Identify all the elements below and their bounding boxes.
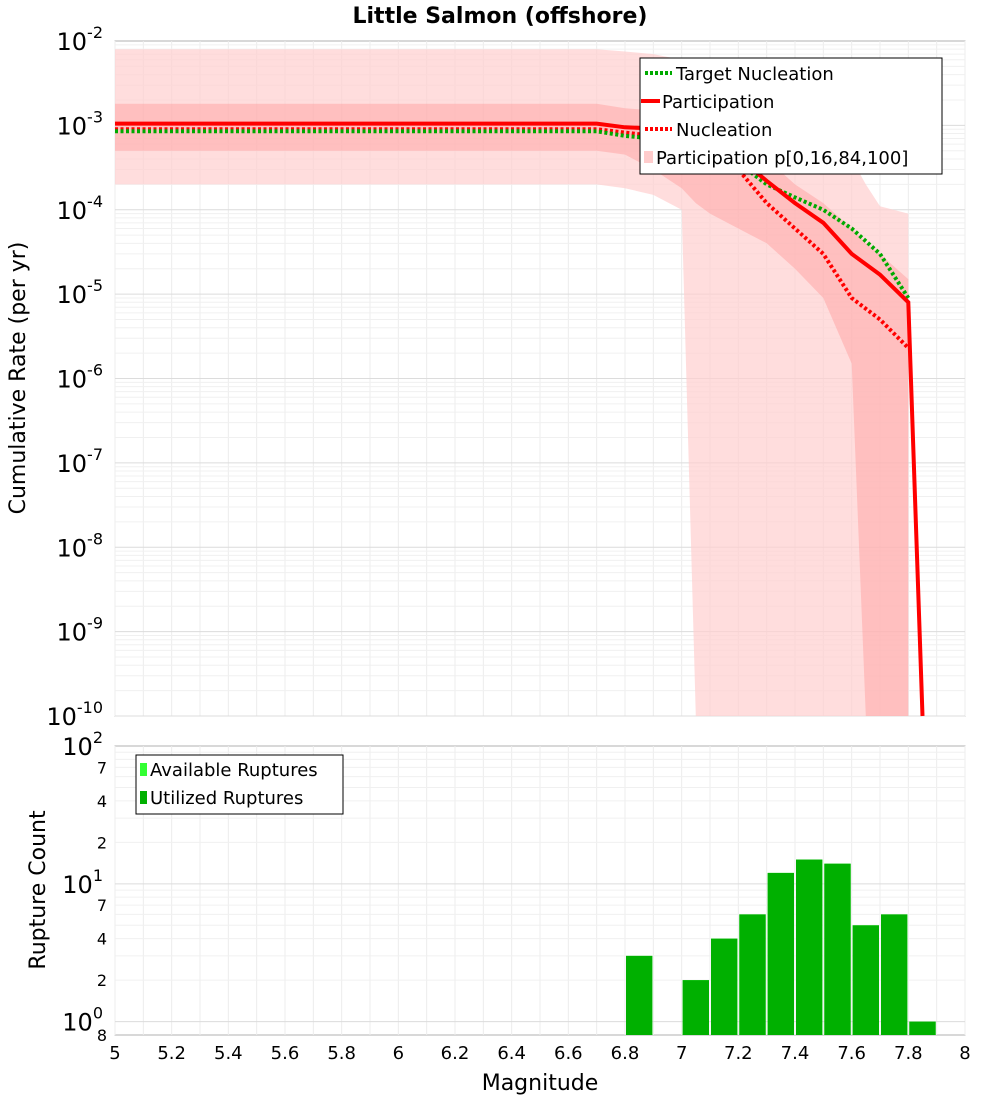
line-nucleation <box>115 127 910 350</box>
bar-utilized <box>626 955 653 1035</box>
x-tick-label: 7.2 <box>724 1043 753 1064</box>
count-y-tick-label: 4 <box>97 792 107 811</box>
legend-label-target-nucleation: Target Nucleation <box>675 64 834 85</box>
bar-utilized <box>767 872 794 1035</box>
participation-band <box>115 49 909 717</box>
x-tick-label: 5.8 <box>327 1043 356 1064</box>
bar-utilized <box>852 925 879 1035</box>
x-tick-label: 5.6 <box>271 1043 300 1064</box>
bar-utilized <box>682 980 709 1035</box>
count-y-tick-label: 8 <box>97 1026 107 1045</box>
count-y-axis-title: Rupture Count <box>26 810 51 970</box>
x-tick-label: 5.4 <box>214 1043 243 1064</box>
bar-utilized <box>909 1021 936 1035</box>
count-y-tick-label: 7 <box>97 896 107 915</box>
bar-utilized <box>881 914 908 1035</box>
bar-utilized <box>796 859 823 1035</box>
rate-y-axis-title: Cumulative Rate (per yr) <box>6 242 31 515</box>
count-y-tick-label: 7 <box>97 758 107 777</box>
rate-legend-box <box>639 57 943 175</box>
rate-y-tick-label: 10-7 <box>57 445 104 478</box>
x-tick-label: 7.6 <box>837 1043 866 1064</box>
x-tick-label: 6 <box>393 1043 404 1064</box>
count-y-tick-label: 4 <box>97 930 107 949</box>
legend-label-participation-band: Participation p[0,16,84,100] <box>656 148 908 169</box>
count-legend: Available Ruptures Utilized Ruptures <box>135 754 344 815</box>
x-tick-label: 6.4 <box>497 1043 526 1064</box>
rate-y-ticks: 10-10 10-9 10-8 10-7 10-6 10-5 10-4 10-3 10-2 <box>46 23 103 731</box>
count-y-tick-label: 2 <box>97 833 107 852</box>
legend-label-nucleation: Nucleation <box>676 120 772 141</box>
legend-label-participation: Participation <box>662 92 774 113</box>
legend-swatch-participation-band <box>644 151 653 163</box>
count-legend-box <box>135 754 344 815</box>
count-y-tick-label: 2 <box>97 971 107 990</box>
rate-panel: 10-10 10-9 10-8 10-7 10-6 10-5 10-4 10-3 10-2 Cu… <box>6 23 966 731</box>
x-tick-label: 6.8 <box>611 1043 640 1064</box>
count-grid <box>114 746 966 1035</box>
rate-y-tick-label: 10-8 <box>57 529 104 562</box>
count-bars <box>626 859 936 1035</box>
chart-title: Little Salmon (offshore) <box>353 4 648 29</box>
rate-y-tick-label: 10-6 <box>57 361 104 394</box>
rate-lines <box>115 121 925 717</box>
x-tick-label: 7 <box>676 1043 687 1064</box>
count-y-tick-label: 101 <box>62 866 103 899</box>
x-tick-label: 5.2 <box>157 1043 186 1064</box>
rate-y-tick-label: 10-5 <box>57 276 104 309</box>
x-tick-label: 6.2 <box>441 1043 470 1064</box>
rate-y-tick-label: 10-2 <box>57 23 104 56</box>
legend-swatch-available <box>140 763 147 776</box>
count-y-tick-label: 100 <box>62 1004 103 1037</box>
count-y-tick-label: 102 <box>62 728 103 761</box>
bar-utilized <box>824 863 851 1035</box>
legend-swatch-utilized <box>140 791 147 804</box>
bar-utilized <box>739 914 766 1035</box>
band-p0-p100 <box>115 49 909 716</box>
x-axis-title: Magnitude <box>482 1071 599 1096</box>
x-tick-label: 7.8 <box>894 1043 923 1064</box>
rate-y-tick-label: 10-10 <box>46 698 103 731</box>
x-tick-label: 5 <box>109 1043 120 1064</box>
x-tick-label: 7.4 <box>781 1043 810 1064</box>
rate-y-tick-label: 10-9 <box>57 614 104 647</box>
rate-y-tick-label: 10-4 <box>57 192 104 225</box>
rate-y-tick-label: 10-3 <box>57 107 104 140</box>
legend-label-available: Available Ruptures <box>150 760 318 781</box>
rate-legend: Target Nucleation Participation Nucleati… <box>639 57 943 175</box>
bar-utilized <box>711 938 738 1035</box>
x-tick-labels: 5 5.2 5.4 5.6 5.8 6 6.2 6.4 6.6 6.8 7 7.2 7.4 7.6 7.8 8 <box>109 1043 970 1064</box>
line-participation <box>115 121 925 717</box>
legend-label-utilized: Utilized Ruptures <box>150 788 303 809</box>
x-tick-label: 8 <box>959 1043 970 1064</box>
x-tick-label: 6.6 <box>554 1043 583 1064</box>
